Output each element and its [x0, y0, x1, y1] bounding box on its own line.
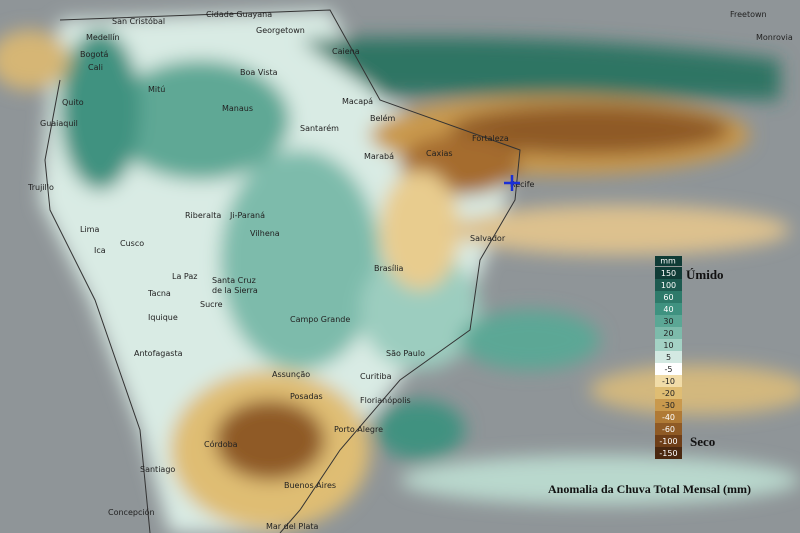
legend-label: -60	[662, 425, 675, 434]
legend-label: -40	[662, 413, 675, 422]
city: Antofagasta	[134, 349, 183, 358]
legend-label: 30	[663, 317, 673, 326]
legend-header	[655, 256, 682, 266]
city: Santiago	[140, 465, 175, 474]
wet-label: Úmido	[686, 267, 724, 282]
legend-cell	[655, 291, 682, 303]
city: Sucre	[200, 300, 223, 309]
legend-label: 10	[663, 341, 673, 350]
legend-label: 5	[666, 353, 671, 362]
city: Macapá	[342, 97, 373, 106]
city: Concepción	[108, 507, 155, 517]
legend: 150 100 60 40 30 20 10 5 -5 -10 -20 -30 -40 -60 -100 -1…	[655, 267, 682, 459]
city: Tacna	[147, 289, 171, 298]
city: Mitú	[148, 85, 165, 94]
city: Medellín	[86, 33, 120, 42]
legend-cell	[655, 303, 682, 315]
city: Marabá	[364, 152, 394, 161]
city: Salvador	[470, 234, 506, 243]
legend-unit: mm	[660, 257, 676, 266]
legend-cell	[655, 351, 682, 363]
city: Guaiaquil	[40, 119, 78, 128]
legend-label: -10	[662, 377, 675, 386]
city: Ica	[94, 246, 106, 255]
city: Fortaleza	[472, 134, 509, 143]
city: Belém	[370, 113, 396, 123]
city: San Cristóbal	[112, 16, 165, 26]
legend-label: 40	[663, 305, 673, 314]
city: Ji-Paraná	[229, 211, 265, 220]
city: Florianópolis	[360, 395, 411, 405]
city: Freetown	[730, 10, 767, 19]
legend-label: 100	[661, 281, 676, 290]
city: Boa Vista	[240, 68, 278, 77]
city: Caxias	[426, 149, 453, 158]
city: Santarém	[300, 123, 339, 133]
legend-label: 20	[663, 329, 673, 338]
anomaly-field	[0, 10, 800, 533]
city: La Paz	[172, 272, 197, 281]
legend-label: 150	[661, 269, 676, 278]
city: Lima	[80, 225, 99, 234]
legend-label: -30	[662, 401, 675, 410]
city: Cali	[88, 63, 103, 72]
city: Caiena	[332, 47, 360, 56]
city: Córdoba	[204, 439, 238, 449]
city: Manaus	[222, 104, 253, 113]
legend-label: -5	[665, 365, 673, 374]
legend-label: -100	[659, 437, 677, 446]
legend-cell	[655, 447, 682, 459]
city: Cidade Guayana	[206, 10, 272, 19]
coastline	[44, 9, 521, 533]
legend-label: -150	[659, 449, 677, 458]
city: Bogotá	[80, 50, 108, 59]
city: Recife	[510, 180, 535, 189]
legend-cell	[655, 411, 682, 423]
city: Buenos Aires	[284, 481, 336, 490]
city: Brasília	[374, 264, 404, 273]
city: Georgetown	[256, 26, 305, 35]
city: São Paulo	[386, 349, 425, 358]
city: Riberalta	[185, 211, 221, 220]
dry-label: Seco	[690, 434, 715, 449]
legend-label: -20	[662, 389, 675, 398]
city: Monrovia	[756, 33, 793, 42]
city: Curitiba	[360, 372, 392, 381]
legend-cell	[655, 315, 682, 327]
legend-label: 60	[663, 293, 673, 302]
legend-cell	[655, 435, 682, 447]
city: Iquique	[148, 313, 178, 322]
location-marker	[504, 175, 520, 191]
city: Trujillo	[27, 183, 54, 192]
city: Santa Cruz	[212, 276, 256, 285]
city: Assunção	[272, 370, 310, 379]
legend-cell	[655, 327, 682, 339]
city-labels: Freetown Monrovia San Cristóbal Cidade G…	[27, 10, 793, 531]
city: Cusco	[120, 239, 144, 248]
legend-cell	[655, 279, 682, 291]
legend-cell	[655, 363, 682, 375]
city: Quito	[62, 98, 84, 107]
legend-cell	[655, 375, 682, 387]
city: Campo Grande	[290, 315, 350, 324]
city: Mar del Plata	[266, 522, 318, 531]
legend-cell	[655, 399, 682, 411]
legend-cell	[655, 423, 682, 435]
map-title: Anomalia da Chuva Total Mensal (mm)	[548, 482, 751, 496]
city: de la Sierra	[212, 286, 258, 295]
legend-cell	[655, 387, 682, 399]
legend-cell	[655, 267, 682, 279]
legend-cell	[655, 339, 682, 351]
city: Posadas	[290, 392, 323, 401]
city: Porto Alegre	[334, 425, 383, 434]
city: Vilhena	[250, 229, 280, 238]
